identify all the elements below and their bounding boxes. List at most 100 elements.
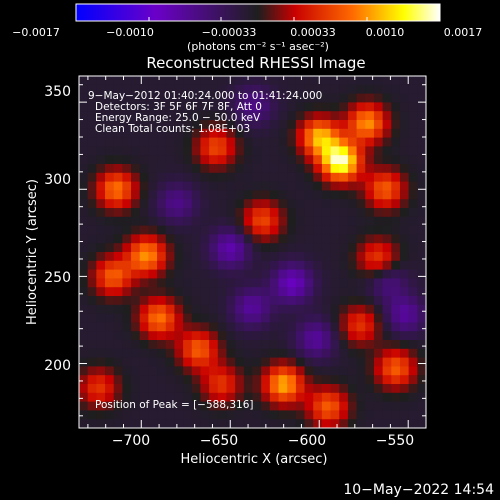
heatmap-cell <box>157 234 167 244</box>
heatmap-cell <box>139 340 149 350</box>
heatmap-cell <box>217 340 227 350</box>
heatmap-cell <box>269 111 279 121</box>
heatmap-cell <box>131 84 141 94</box>
heatmap-cell <box>235 375 245 385</box>
heatmap-cell <box>87 164 97 174</box>
heatmap-cell <box>200 269 210 279</box>
heatmap-cell <box>391 76 401 86</box>
heatmap-cell <box>295 322 305 332</box>
peak-position-label: Position of Peak = [−588,316] <box>95 399 254 411</box>
heatmap-cell <box>382 190 392 200</box>
heatmap-cell <box>330 348 340 358</box>
heatmap-cell <box>365 243 375 253</box>
heatmap-cell <box>235 225 245 235</box>
heatmap-cell <box>157 181 167 191</box>
heatmap-cell <box>356 172 366 182</box>
heatmap-cell <box>321 260 331 270</box>
heatmap-cell <box>365 357 375 367</box>
heatmap-cell <box>87 269 97 279</box>
heatmap-cell <box>373 199 384 209</box>
heatmap-cell <box>408 128 418 138</box>
heatmap-cell <box>330 76 340 86</box>
heatmap-cell <box>131 357 141 367</box>
heatmap-cell <box>157 120 167 130</box>
heatmap-cell <box>235 120 245 130</box>
heatmap-cell <box>287 340 297 350</box>
heatmap-cell <box>183 384 193 394</box>
heatmap-cell <box>278 278 288 288</box>
heatmap-cell <box>382 410 392 420</box>
colorbar-tick-label: 0.00033 <box>290 26 336 39</box>
heatmap-cell <box>287 401 297 411</box>
heatmap-cell <box>113 208 123 218</box>
heatmap-cell <box>131 410 141 420</box>
heatmap-cell <box>122 313 132 323</box>
heatmap-cell <box>321 111 331 121</box>
heatmap-cell <box>365 111 375 121</box>
heatmap-cell <box>217 208 227 218</box>
heatmap-cell <box>391 120 401 130</box>
heatmap-cell <box>408 269 418 279</box>
heatmap-cell <box>183 322 193 332</box>
heatmap-cell <box>330 128 340 138</box>
heatmap-cell <box>321 375 331 385</box>
heatmap-cell <box>269 120 279 130</box>
heatmap-cell <box>96 120 106 130</box>
heatmap-cell <box>408 252 418 262</box>
heatmap-cell <box>417 357 427 367</box>
heatmap-cell <box>183 199 193 209</box>
heatmap-cell <box>174 375 184 385</box>
heatmap-cell <box>261 375 271 385</box>
heatmap-cell <box>399 137 410 147</box>
heatmap-cell <box>87 384 97 394</box>
heatmap-cell <box>417 128 427 138</box>
heatmap-cell <box>339 392 349 402</box>
heatmap-cell <box>183 252 193 262</box>
heatmap-cell <box>304 304 314 314</box>
heatmap-cell <box>339 269 349 279</box>
heatmap-cell <box>165 199 175 209</box>
heatmap-cell <box>408 296 418 306</box>
heatmap-cell <box>148 340 158 350</box>
heatmap-cell <box>365 313 375 323</box>
heatmap-cell <box>113 155 123 165</box>
heatmap-cell <box>226 252 236 262</box>
heatmap-cell <box>191 357 201 367</box>
heatmap-cell <box>243 234 253 244</box>
heatmap-cell <box>287 410 297 420</box>
heatmap-cell <box>226 401 236 411</box>
heatmap-cell <box>399 120 410 130</box>
heatmap-cell <box>122 375 132 385</box>
heatmap-cell <box>313 313 323 323</box>
heatmap-cell <box>191 252 201 262</box>
heatmap-cell <box>243 331 253 341</box>
heatmap-cell <box>243 164 253 174</box>
heatmap-cell <box>174 366 184 376</box>
heatmap-cell <box>347 190 358 200</box>
heatmap-cell <box>295 102 305 112</box>
heatmap-cell <box>139 252 149 262</box>
heatmap-cell <box>183 392 193 402</box>
heatmap-cell <box>287 234 297 244</box>
heatmap-cell <box>373 287 384 297</box>
heatmap-cell <box>269 84 279 94</box>
heatmap-cell <box>321 243 331 253</box>
heatmap-cell <box>183 419 193 429</box>
heatmap-cell <box>122 392 132 402</box>
heatmap-cell <box>365 304 375 314</box>
heatmap-cell <box>373 260 384 270</box>
heatmap-cell <box>165 216 175 226</box>
heatmap-cell <box>217 278 227 288</box>
heatmap-cell <box>295 375 305 385</box>
heatmap-cell <box>209 331 219 341</box>
axis-ticks <box>79 76 427 428</box>
heatmap-cell <box>131 252 141 262</box>
heatmap-cell <box>269 419 279 429</box>
heatmap-cell <box>174 199 184 209</box>
heatmap-cell <box>295 252 305 262</box>
heatmap-cell <box>278 331 288 341</box>
heatmap-cell <box>269 164 279 174</box>
heatmap-cell <box>191 164 201 174</box>
heatmap-cell <box>105 322 115 332</box>
heatmap-cell <box>382 322 392 332</box>
